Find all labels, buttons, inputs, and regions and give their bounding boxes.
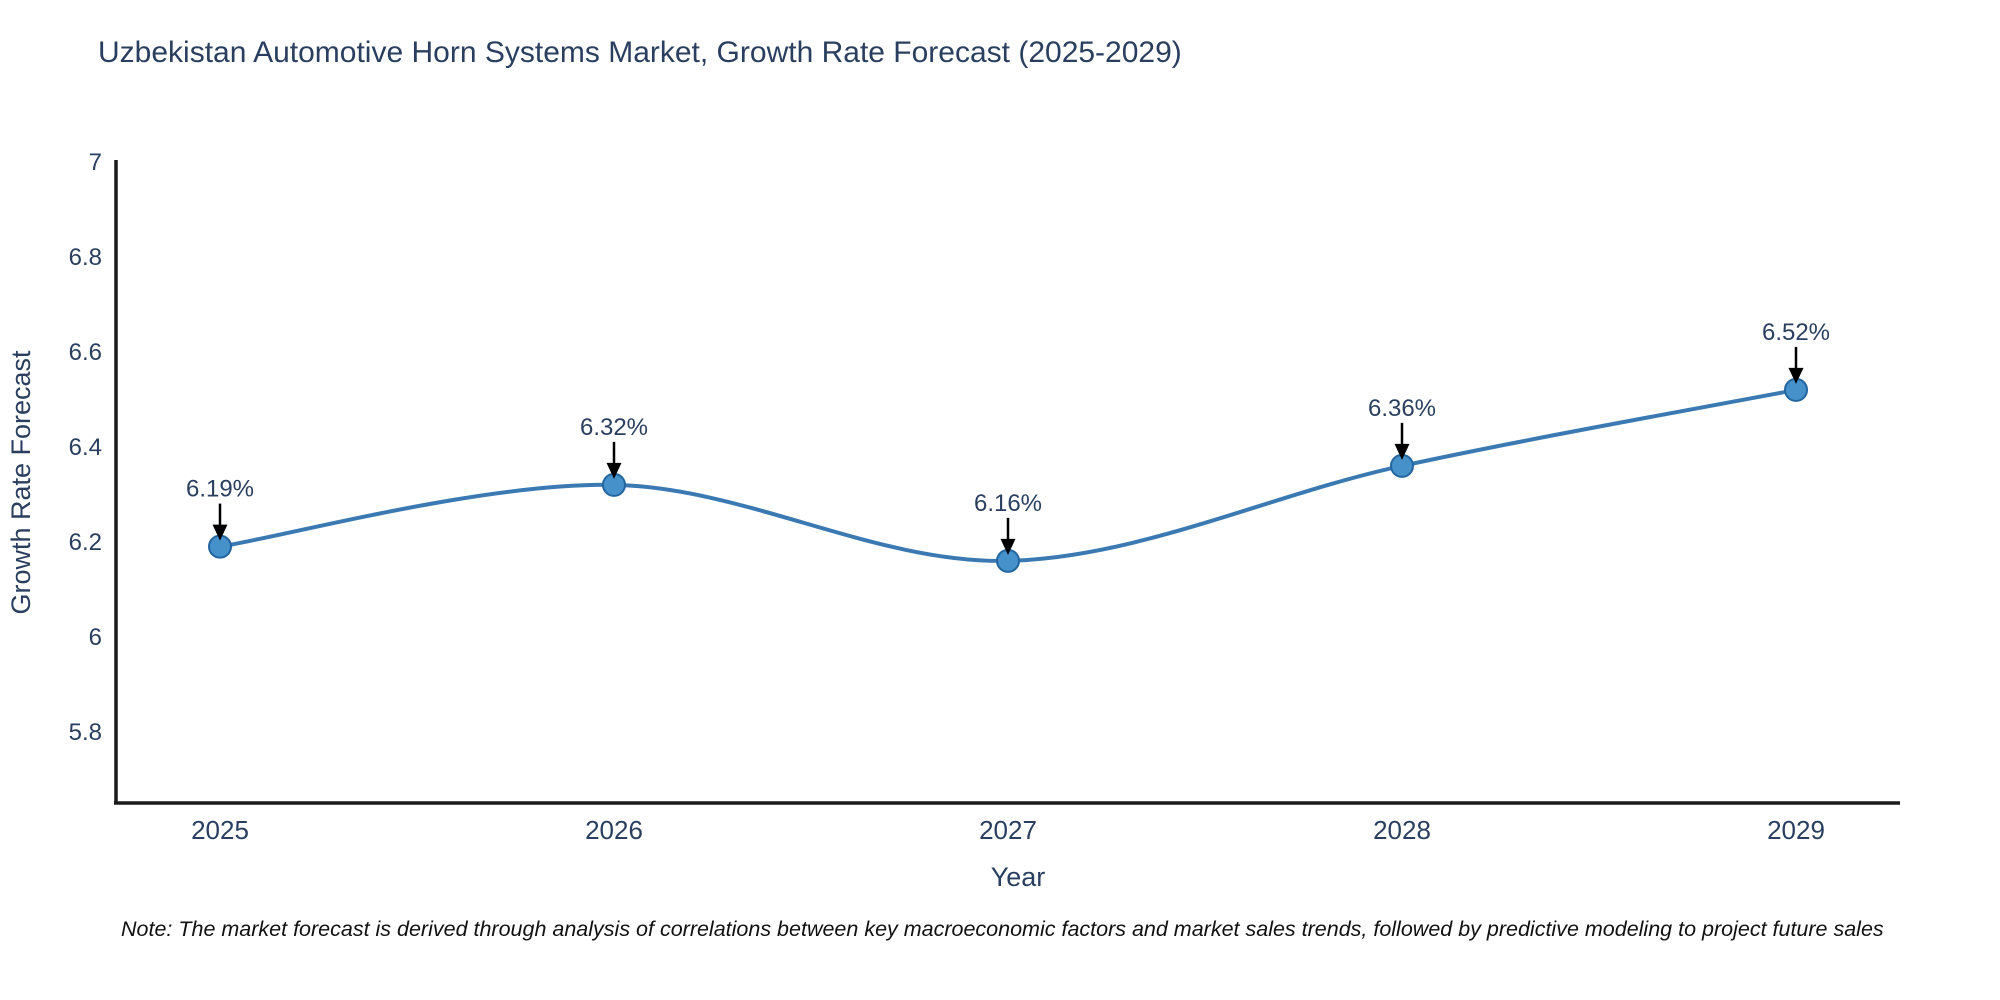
- x-tick-label: 2025: [191, 815, 249, 845]
- x-tick-label: 2027: [979, 815, 1037, 845]
- y-tick-label: 6.6: [69, 339, 102, 366]
- annotation-arrow-head: [1788, 367, 1804, 384]
- y-tick-label: 6: [89, 624, 102, 651]
- y-tick-label: 5.8: [69, 719, 102, 746]
- x-tick-label: 2026: [585, 815, 643, 845]
- annotation-arrow-head: [1394, 443, 1410, 460]
- annotation-arrow-head: [606, 462, 622, 479]
- x-tick-label: 2028: [1373, 815, 1431, 845]
- x-axis-title: Year: [991, 862, 1046, 892]
- y-tick-label: 6.4: [69, 434, 102, 461]
- data-point-label: 6.52%: [1762, 319, 1830, 346]
- annotation-arrow-head: [212, 524, 228, 541]
- annotation-arrow-head: [1000, 538, 1016, 555]
- y-tick-label: 6.8: [69, 244, 102, 271]
- y-tick-label: 6.2: [69, 529, 102, 556]
- y-axis-title: Growth Rate Forecast: [6, 350, 36, 615]
- chart-footnote: Note: The market forecast is derived thr…: [121, 917, 1884, 941]
- data-point-label: 6.19%: [186, 476, 254, 503]
- chart-title: Uzbekistan Automotive Horn Systems Marke…: [98, 36, 1182, 69]
- y-tick-label: 7: [89, 149, 102, 176]
- data-point-label: 6.16%: [974, 490, 1042, 517]
- data-point-label: 6.32%: [580, 414, 648, 441]
- x-tick-label: 2029: [1767, 815, 1825, 845]
- data-point-label: 6.36%: [1368, 395, 1436, 422]
